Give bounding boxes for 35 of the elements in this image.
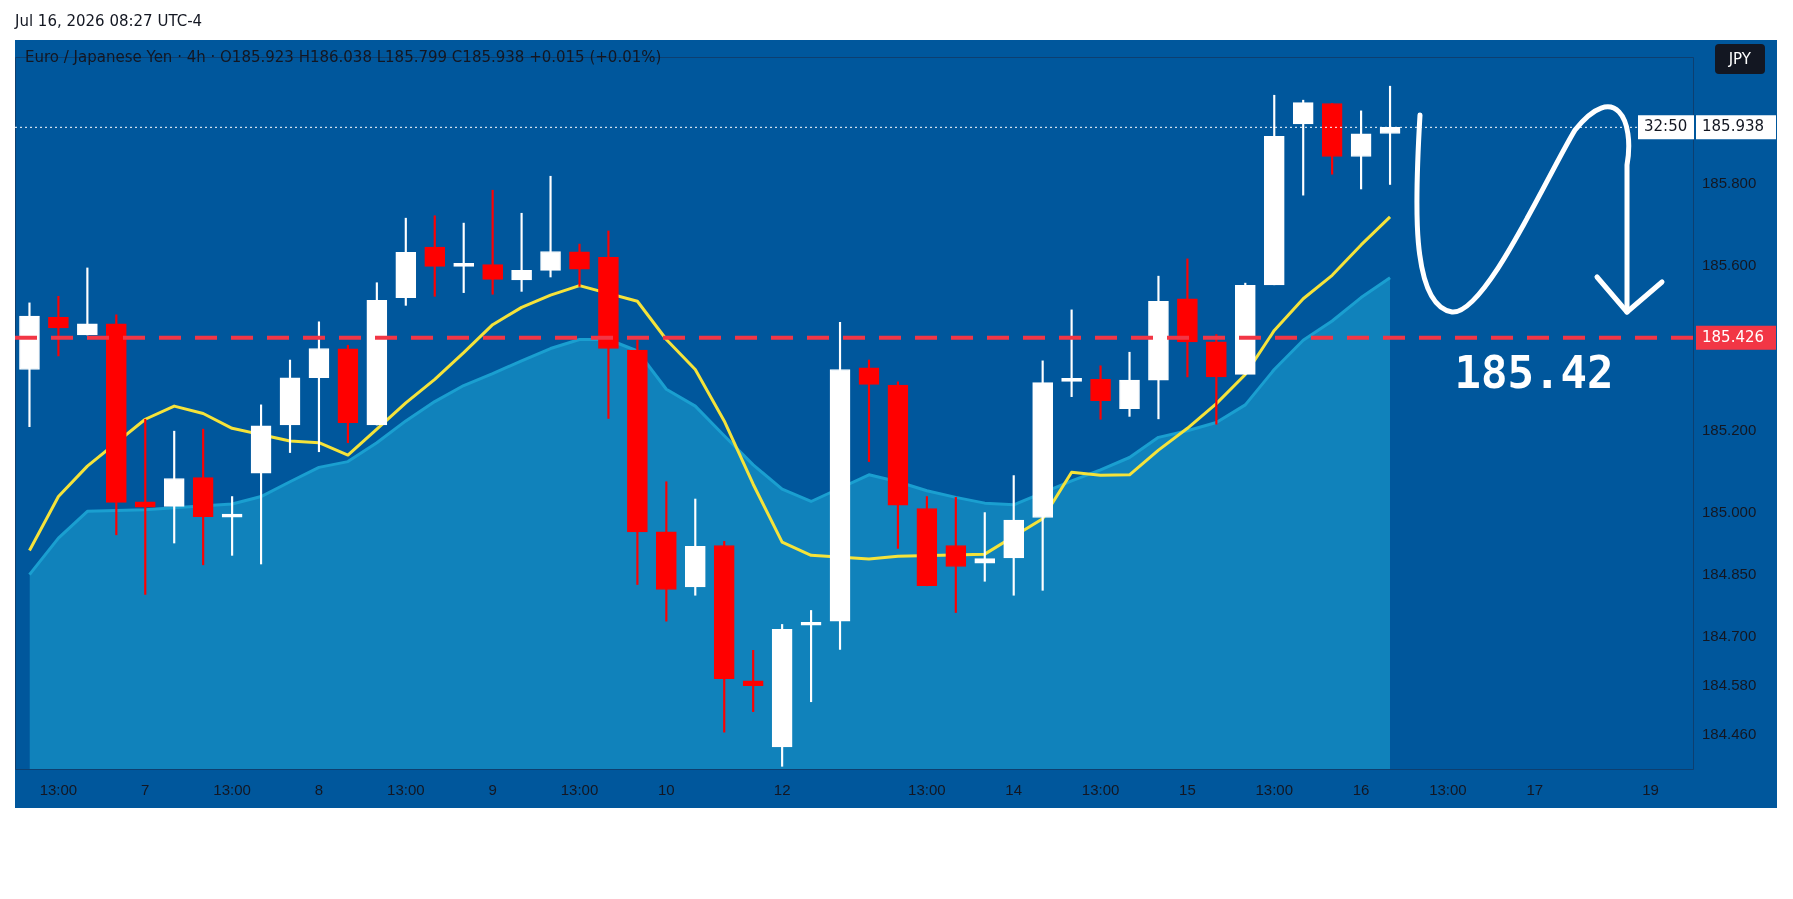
ref-line-label: 185.938 bbox=[1702, 117, 1765, 136]
x-tick-label: 9 bbox=[488, 781, 497, 799]
x-tick-label: 17 bbox=[1526, 781, 1544, 799]
x-tick-label: 7 bbox=[141, 781, 150, 799]
y-tick-label: 184.700 bbox=[1702, 626, 1757, 644]
x-tick-label: 13:00 bbox=[1429, 781, 1467, 799]
x-tick-label: 15 bbox=[1179, 781, 1196, 799]
x-tick-label: 8 bbox=[314, 781, 324, 799]
y-tick-label: 185.600 bbox=[1702, 256, 1757, 274]
y-tick-label: 184.580 bbox=[1702, 675, 1757, 693]
text: JPY bbox=[1714, 44, 1765, 74]
x-tick-label: 14 bbox=[1005, 781, 1023, 799]
x-tick-label: 16 bbox=[1352, 781, 1370, 799]
y-tick-label: 185.200 bbox=[1702, 420, 1757, 438]
x-tick-label: 13:00 bbox=[908, 781, 946, 799]
y-tick-label: 185.000 bbox=[1702, 503, 1757, 521]
x-tick-label: 13:00 bbox=[1255, 781, 1294, 799]
x-tick-label: 13:00 bbox=[387, 781, 425, 799]
ref-line-label: 185.426 bbox=[1702, 327, 1765, 346]
candlestick bbox=[540, 175, 561, 278]
x-tick-label: 13:00 bbox=[560, 781, 599, 799]
chart-title: Euro / Japanese Yen · 4h · O185.923 H186.038 L185.799 C185.938 +0.015 (+0.01%) bbox=[25, 48, 662, 66]
candlestick bbox=[48, 295, 69, 357]
x-tick-label: 13:00 bbox=[1081, 781, 1120, 799]
x-tick-label: 13:00 bbox=[213, 781, 251, 799]
x-tick-label: 19 bbox=[1642, 781, 1659, 799]
y-tick-label: 184.460 bbox=[1702, 725, 1757, 743]
y-tick-label: 184.850 bbox=[1702, 564, 1757, 582]
chart-subtitle: Jul 16, 2026 08:27 UTC-4 bbox=[15, 12, 203, 30]
y-tick-label: 185.800 bbox=[1702, 174, 1757, 192]
x-tick-label: 12 bbox=[773, 781, 791, 799]
x-tick-label: 13:00 bbox=[39, 781, 78, 799]
x-tick-label: 10 bbox=[657, 781, 675, 799]
annotation: 32:50 bbox=[1644, 117, 1688, 136]
annotation: 185.42 bbox=[1454, 346, 1614, 398]
